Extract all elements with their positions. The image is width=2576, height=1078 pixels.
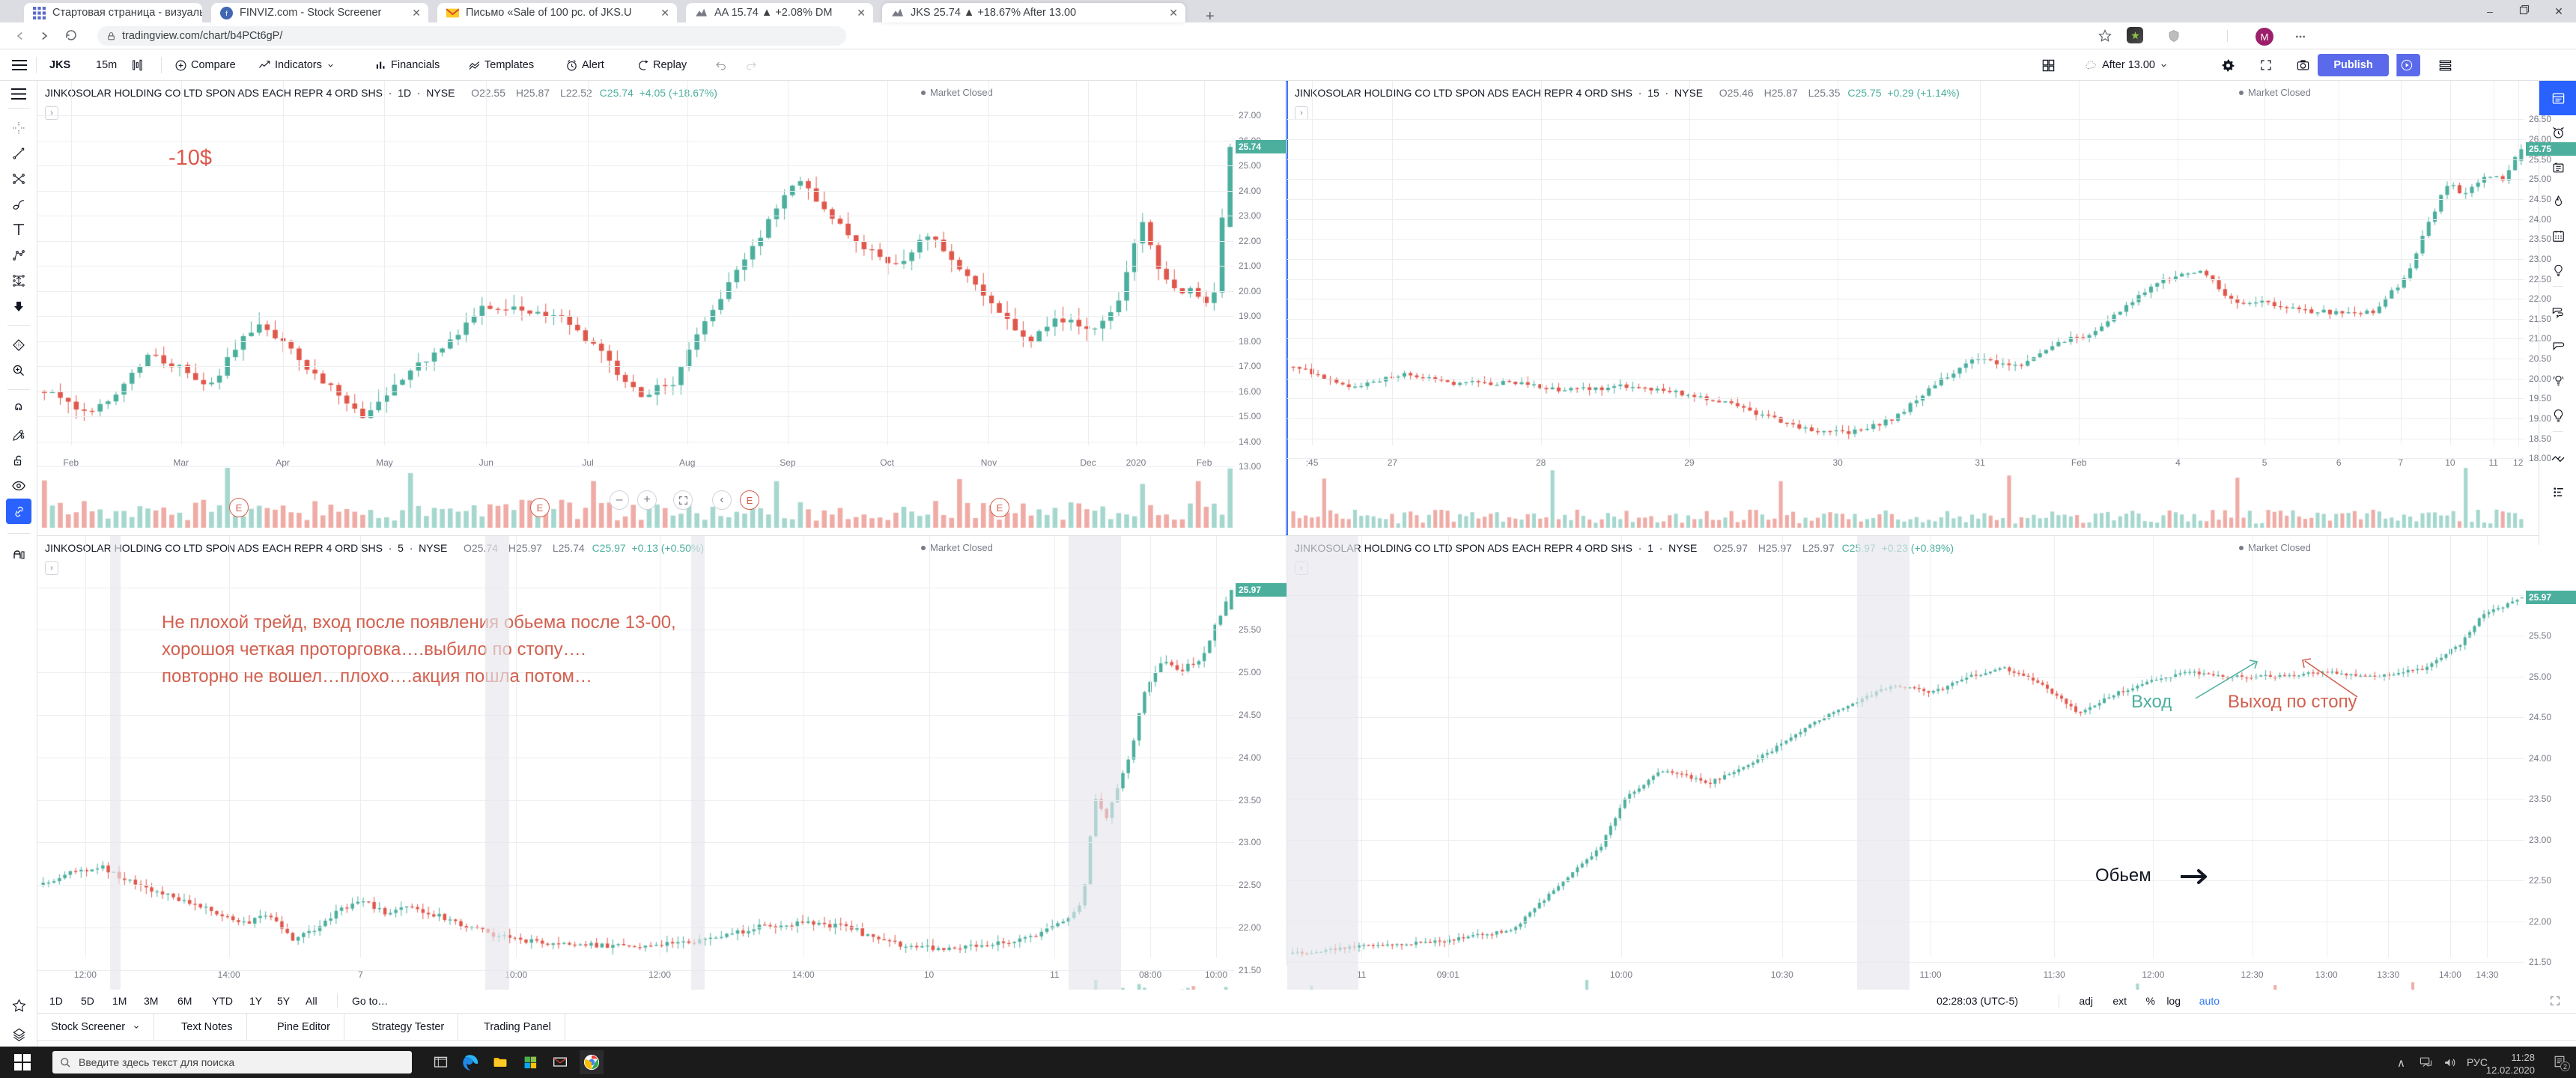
svg-text:f: f (225, 10, 228, 18)
